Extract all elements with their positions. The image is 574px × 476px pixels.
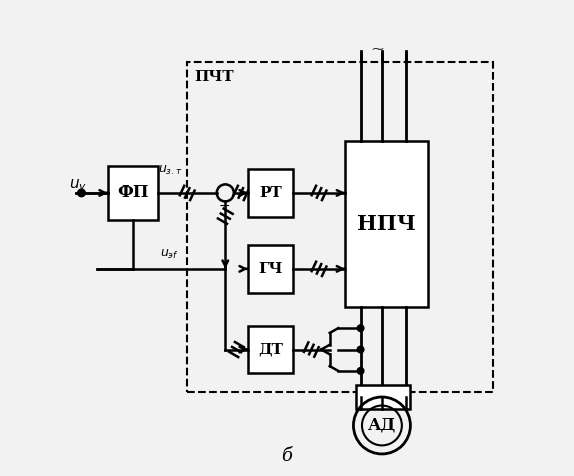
- Text: ~: ~: [370, 40, 384, 57]
- Bar: [248, 169, 293, 217]
- Text: $u_{эf}$: $u_{эf}$: [160, 248, 179, 261]
- Circle shape: [357, 346, 364, 353]
- Bar: [187, 62, 494, 392]
- Bar: [345, 141, 428, 307]
- Text: ФП: ФП: [117, 184, 149, 201]
- Text: $u_y$: $u_y$: [69, 177, 87, 195]
- Text: −: −: [219, 198, 230, 213]
- Circle shape: [77, 189, 86, 197]
- Text: ДТ: ДТ: [258, 343, 283, 357]
- Bar: [356, 385, 410, 409]
- Text: НПЧ: НПЧ: [357, 214, 416, 234]
- Text: $u_{з.т}$: $u_{з.т}$: [158, 164, 182, 177]
- Text: ПЧТ: ПЧТ: [195, 69, 234, 84]
- Text: РТ: РТ: [259, 186, 282, 200]
- Bar: [108, 166, 158, 220]
- Bar: [248, 326, 293, 373]
- Text: ГЧ: ГЧ: [258, 262, 282, 276]
- Circle shape: [357, 367, 364, 374]
- Circle shape: [357, 325, 364, 331]
- Text: б: б: [281, 447, 293, 466]
- Text: АД: АД: [368, 417, 396, 434]
- Bar: [248, 245, 293, 293]
